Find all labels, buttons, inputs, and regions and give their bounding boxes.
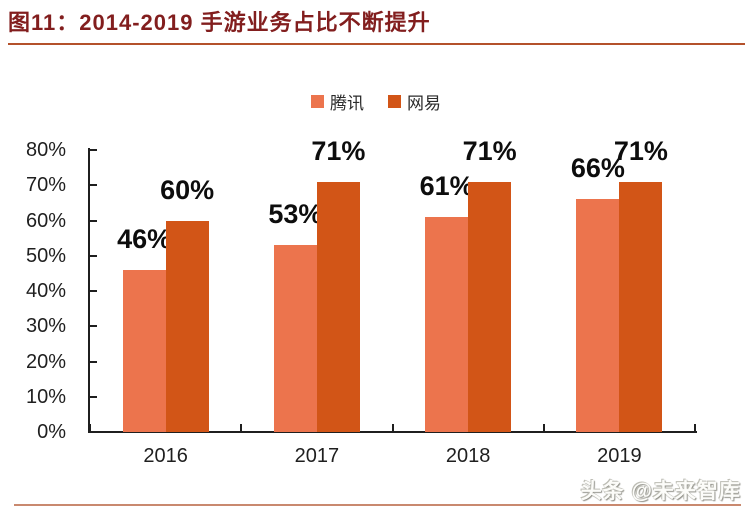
y-tick-label: 40%	[25, 280, 66, 302]
legend-label: 网易	[407, 94, 441, 113]
watermark: 头条 @未来智库	[580, 480, 741, 503]
y-tick-label: 0%	[37, 421, 66, 443]
title-separator	[8, 43, 745, 45]
bar	[122, 269, 166, 432]
x-tick-label: 2017	[294, 445, 340, 467]
bar-label: 61%	[419, 170, 474, 201]
y-tick-label: 10%	[25, 385, 66, 408]
y-tick-mark	[90, 395, 97, 398]
y-tick-mark	[90, 149, 97, 151]
bar-label: 53%	[268, 199, 323, 230]
y-tick-mark	[90, 184, 97, 187]
y-tick-label: 80%	[25, 139, 66, 161]
y-tick-mark	[90, 290, 97, 292]
legend-swatch	[388, 95, 401, 108]
bottom-separator	[14, 504, 741, 506]
bar	[619, 181, 663, 432]
bar-label: 60%	[160, 174, 215, 205]
bar	[165, 220, 209, 432]
chart-title: 图11：2014-2019 手游业务占比不断提升	[8, 10, 431, 35]
legend-item: 腾讯	[311, 89, 364, 114]
x-tick-label: 2018	[445, 445, 491, 467]
bar	[468, 181, 512, 432]
legend-label: 腾讯	[330, 94, 364, 113]
bar-label: 66%	[570, 153, 625, 184]
bar-label: 71%	[311, 135, 366, 166]
bar	[273, 245, 317, 432]
bar-label: 71%	[462, 135, 517, 166]
x-tick-mark	[240, 424, 243, 432]
y-tick-mark	[90, 360, 97, 363]
y-tick-mark	[90, 219, 97, 222]
y-tick-mark	[90, 431, 97, 433]
x-tick-label: 2016	[143, 445, 188, 467]
y-tick-label: 50%	[25, 244, 66, 267]
y-tick-label: 20%	[25, 350, 66, 373]
y-tick-mark	[90, 254, 97, 257]
x-tick-mark	[694, 424, 696, 432]
x-tick-mark	[89, 424, 91, 432]
x-tick-label: 2019	[597, 445, 642, 467]
y-tick-label: 30%	[25, 315, 66, 338]
x-tick-mark	[542, 424, 545, 432]
bar-label: 46%	[117, 223, 172, 254]
bar	[576, 199, 620, 432]
legend: 腾讯 网易	[0, 89, 752, 114]
x-tick-mark	[391, 424, 394, 432]
bar	[425, 216, 469, 432]
y-tick-label: 60%	[25, 209, 66, 232]
y-tick-mark	[90, 325, 97, 328]
bar-label: 71%	[613, 135, 668, 166]
y-axis-line	[88, 148, 90, 433]
x-axis-line	[88, 431, 697, 433]
bar	[316, 181, 360, 432]
legend-swatch	[311, 95, 324, 108]
legend-item: 网易	[388, 89, 441, 114]
y-tick-label: 70%	[25, 174, 66, 197]
